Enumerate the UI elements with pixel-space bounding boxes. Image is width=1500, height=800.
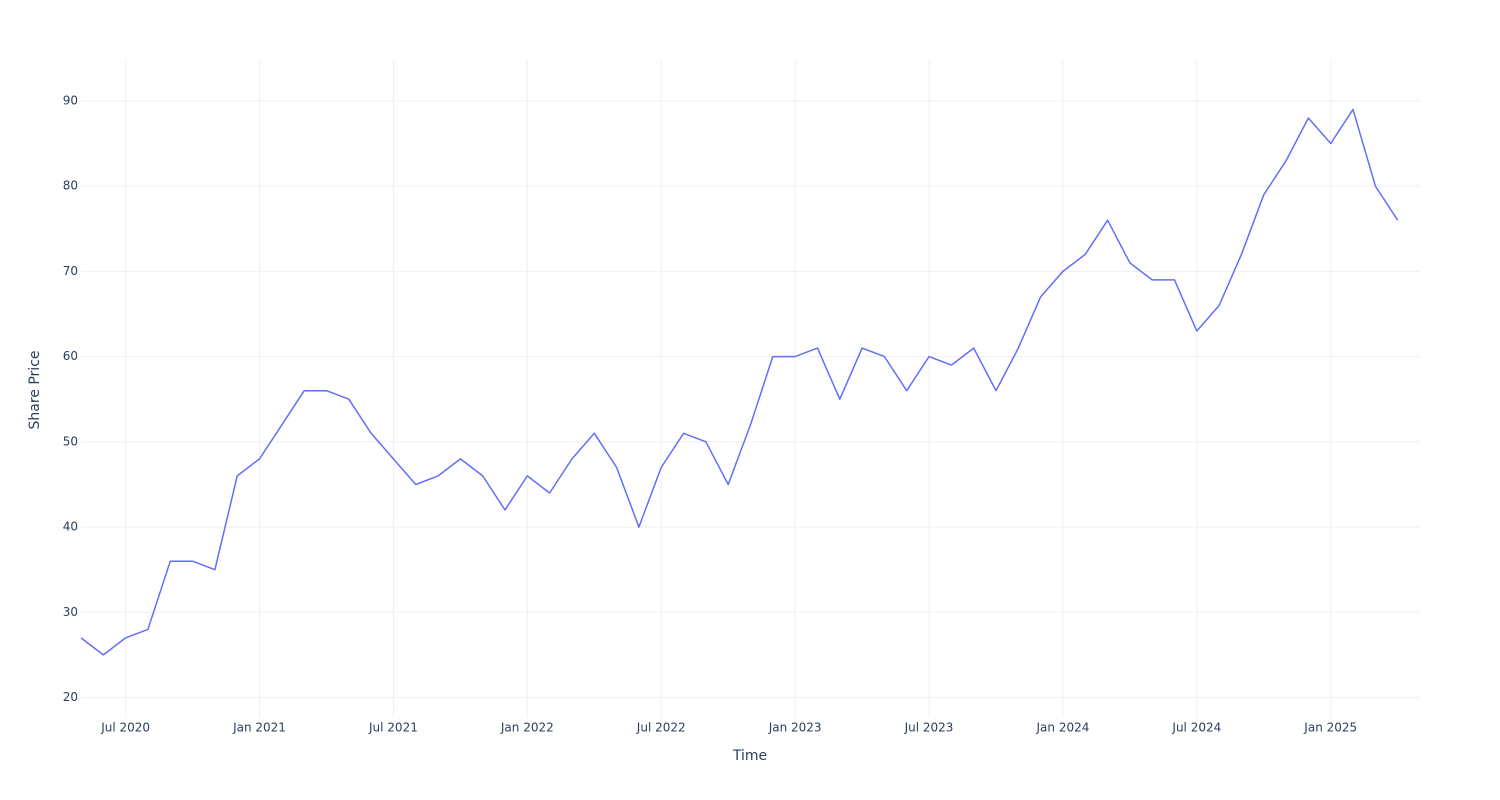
x-tick-label: Jan 2024 xyxy=(1036,721,1090,735)
y-tick-label: 90 xyxy=(63,93,78,107)
x-tick-label: Jan 2023 xyxy=(768,721,822,735)
y-tick-label: 80 xyxy=(63,179,78,193)
x-tick-label: Jan 2022 xyxy=(500,721,554,735)
y-tick-label: 30 xyxy=(63,605,78,619)
y-tick-label: 60 xyxy=(63,349,78,363)
x-axis-title: Time xyxy=(732,748,767,764)
line-series xyxy=(80,108,1399,656)
y-tick-label: 40 xyxy=(63,520,78,534)
x-tick-label: Jul 2020 xyxy=(100,721,150,735)
y-tick-label: 20 xyxy=(63,690,78,704)
y-tick-label: 50 xyxy=(63,434,78,448)
x-tick-label: Jul 2022 xyxy=(636,721,686,735)
x-tick-label: Jan 2025 xyxy=(1303,721,1357,735)
y-tick-label: 70 xyxy=(63,264,78,278)
y-axis-title: Share Price xyxy=(27,350,43,429)
x-tick-label: Jul 2024 xyxy=(1171,721,1221,735)
x-tick-label: Jan 2021 xyxy=(232,721,286,735)
x-tick-label: Jul 2023 xyxy=(904,721,954,735)
x-tick-label: Jul 2021 xyxy=(368,721,418,735)
